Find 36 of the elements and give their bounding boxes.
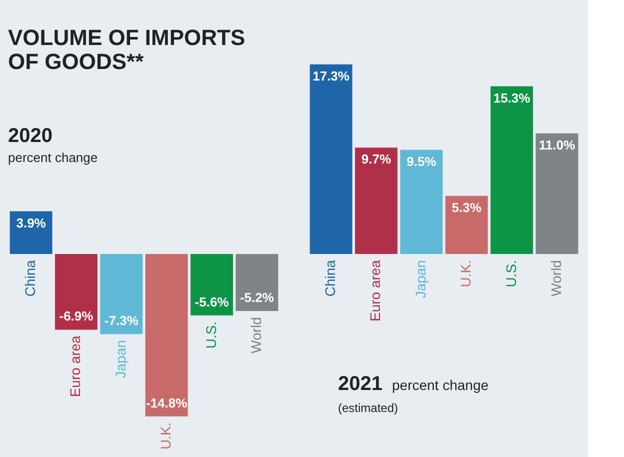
data-label: 3.9% xyxy=(16,215,46,230)
x-tick-label: China xyxy=(322,260,338,297)
text: 2020 xyxy=(8,125,52,147)
x-tick-label: U.K. xyxy=(458,260,474,288)
text: percent change xyxy=(8,150,98,165)
x-tick-label: World xyxy=(248,317,264,354)
text: 2021 xyxy=(338,373,382,395)
x-tick-label: World xyxy=(548,260,564,296)
bar xyxy=(354,148,398,254)
data-label: 9.7% xyxy=(361,152,392,167)
chart-title: VOLUME OF IMPORTS OF GOODS** xyxy=(8,25,246,74)
x-tick-label: Japan xyxy=(112,340,128,378)
data-label: -14.8% xyxy=(146,395,188,410)
data-label: 11.0% xyxy=(538,137,576,152)
data-label: -7.3% xyxy=(104,313,139,328)
data-label: -5.6% xyxy=(194,294,230,310)
x-tick-label: Euro area xyxy=(67,335,84,398)
x-tick-label: Euro area xyxy=(367,260,384,322)
bar xyxy=(536,133,578,254)
bar xyxy=(445,196,488,254)
data-label: 15.3% xyxy=(493,90,531,106)
data-label: 9.5% xyxy=(406,154,437,169)
text: percent change xyxy=(392,377,489,393)
data-label: 5.3% xyxy=(452,200,482,215)
data-label: -5.2% xyxy=(240,290,274,306)
x-tick-label: U.K. xyxy=(158,422,174,450)
x-tick-label: U.S. xyxy=(202,321,219,349)
x-tick-label: U.S. xyxy=(502,260,519,288)
bar xyxy=(310,64,352,254)
bar xyxy=(490,86,534,254)
data-label: 17.3% xyxy=(312,68,350,84)
x-tick-label: Japan xyxy=(412,260,428,298)
data-label: -6.9% xyxy=(59,308,94,324)
x-tick-label: China xyxy=(22,260,38,297)
bar xyxy=(400,150,443,254)
text: (estimated) xyxy=(338,401,398,415)
